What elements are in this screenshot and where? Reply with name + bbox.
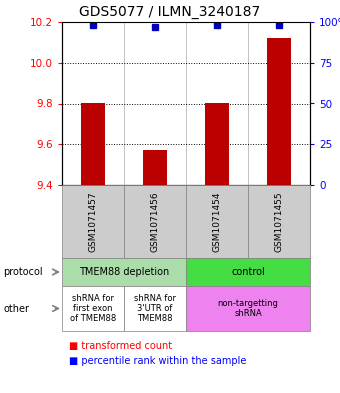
Bar [81,103,105,185]
Text: ■ percentile rank within the sample: ■ percentile rank within the sample [69,356,246,366]
Bar [62,258,186,286]
Text: GDS5077 / ILMN_3240187: GDS5077 / ILMN_3240187 [79,5,261,19]
Bar [205,103,229,185]
Text: other: other [3,303,29,314]
Text: ■ transformed count: ■ transformed count [69,341,172,351]
Text: shRNA for
3'UTR of
TMEM88: shRNA for 3'UTR of TMEM88 [134,294,176,323]
Text: TMEM88 depletion: TMEM88 depletion [79,267,169,277]
Bar [267,38,291,185]
Text: protocol: protocol [3,267,43,277]
Text: GSM1071455: GSM1071455 [274,191,284,252]
Bar [186,258,310,286]
Bar [62,286,124,331]
Bar [143,151,167,185]
Text: control: control [231,267,265,277]
Text: GSM1071456: GSM1071456 [151,191,159,252]
Bar [62,185,124,258]
Text: non-targetting
shRNA: non-targetting shRNA [218,299,278,318]
Bar [186,185,248,258]
Text: shRNA for
first exon
of TMEM88: shRNA for first exon of TMEM88 [70,294,116,323]
Bar [124,286,186,331]
Text: GSM1071454: GSM1071454 [212,191,221,252]
Text: GSM1071457: GSM1071457 [88,191,98,252]
Bar [248,185,310,258]
Bar [186,286,310,331]
Bar [124,185,186,258]
